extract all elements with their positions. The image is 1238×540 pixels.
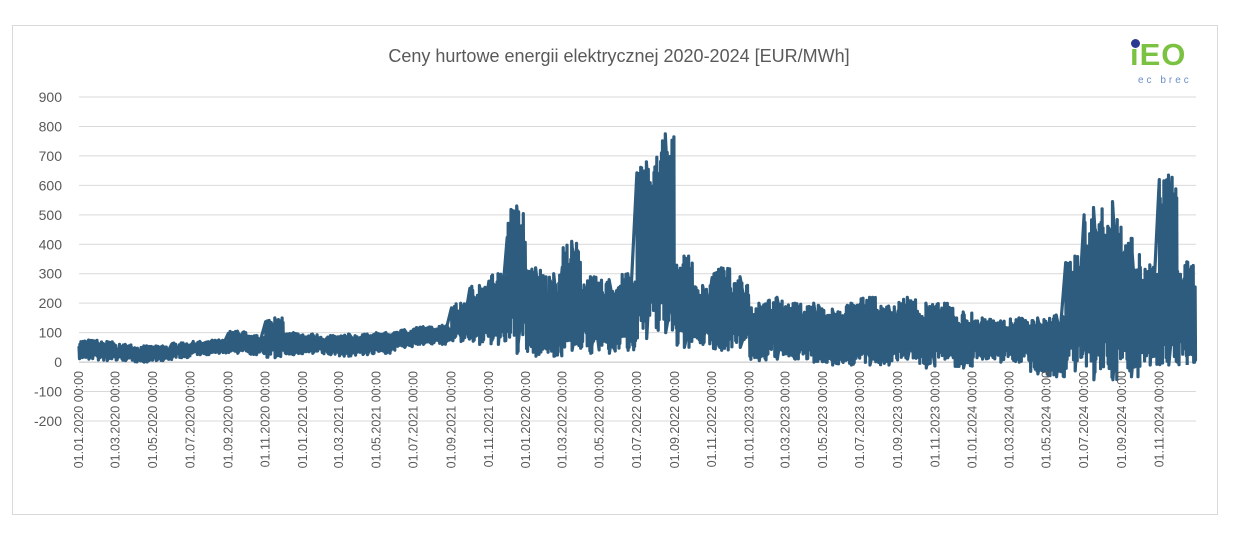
y-tick-label: 100 [39,325,63,341]
y-tick-label: 800 [39,118,63,134]
y-tick-label: 700 [39,148,63,164]
x-tick-label: 01.09.2022 00:00 [668,371,682,468]
y-tick-label: 600 [39,177,63,193]
x-tick-label: 01.09.2024 00:00 [1115,371,1129,468]
x-tick-label: 01.01.2022 00:00 [519,371,533,468]
y-tick-label: 200 [39,295,63,311]
x-tick-label: 01.05.2022 00:00 [593,371,607,468]
logo-dot-icon [1131,39,1140,48]
x-tick-label: 01.09.2021 00:00 [445,371,459,468]
x-tick-label: 01.01.2020 00:00 [72,371,86,468]
x-tick-label: 01.03.2023 00:00 [779,371,793,468]
x-tick-label: 01.11.2023 00:00 [928,371,942,467]
x-tick-label: 01.09.2020 00:00 [221,371,235,468]
x-tick-label: 01.01.2023 00:00 [742,371,756,468]
x-tick-label: 01.07.2023 00:00 [853,371,867,468]
y-tick-label: 0 [54,354,62,370]
price-series-line [77,132,1198,382]
x-tick-label: 01.05.2024 00:00 [1040,371,1054,468]
x-tick-label: 01.07.2024 00:00 [1077,371,1091,468]
y-tick-label: 400 [39,236,63,252]
chart-frame [12,25,1218,515]
x-tick-label: 01.03.2022 00:00 [555,371,569,468]
x-tick-label: 01.07.2022 00:00 [630,371,644,468]
x-tick-label: 01.05.2023 00:00 [816,371,830,468]
x-tick-label: 01.07.2020 00:00 [183,371,197,468]
logo-subtext: ec brec [1138,75,1192,86]
y-tick-label: -100 [34,384,62,400]
y-tick-label: 300 [39,266,63,282]
x-tick-label: 01.11.2021 00:00 [482,371,496,467]
x-tick-label: 01.09.2023 00:00 [891,371,905,468]
x-tick-label: 01.11.2024 00:00 [1152,371,1166,467]
ieo-logo: iEO ec brec [1128,38,1212,92]
x-tick-label: 01.11.2022 00:00 [705,371,719,467]
x-tick-label: 01.05.2020 00:00 [146,371,160,468]
x-tick-label: 01.07.2021 00:00 [407,371,421,468]
x-tick-label: 01.01.2021 00:00 [296,371,310,468]
y-tick-label: -200 [34,413,62,429]
chart-title: Ceny hurtowe energii elektrycznej 2020-2… [388,46,850,66]
x-tick-label: 01.03.2024 00:00 [1002,371,1016,468]
x-tick-label: 01.05.2021 00:00 [369,371,383,468]
x-tick-label: 01.01.2024 00:00 [966,371,980,468]
x-tick-label: 01.03.2020 00:00 [109,371,123,468]
x-tick-label: 01.03.2021 00:00 [332,371,346,468]
y-tick-label: 900 [39,89,63,105]
x-tick-label: 01.11.2020 00:00 [259,371,273,467]
y-tick-label: 500 [39,207,63,223]
